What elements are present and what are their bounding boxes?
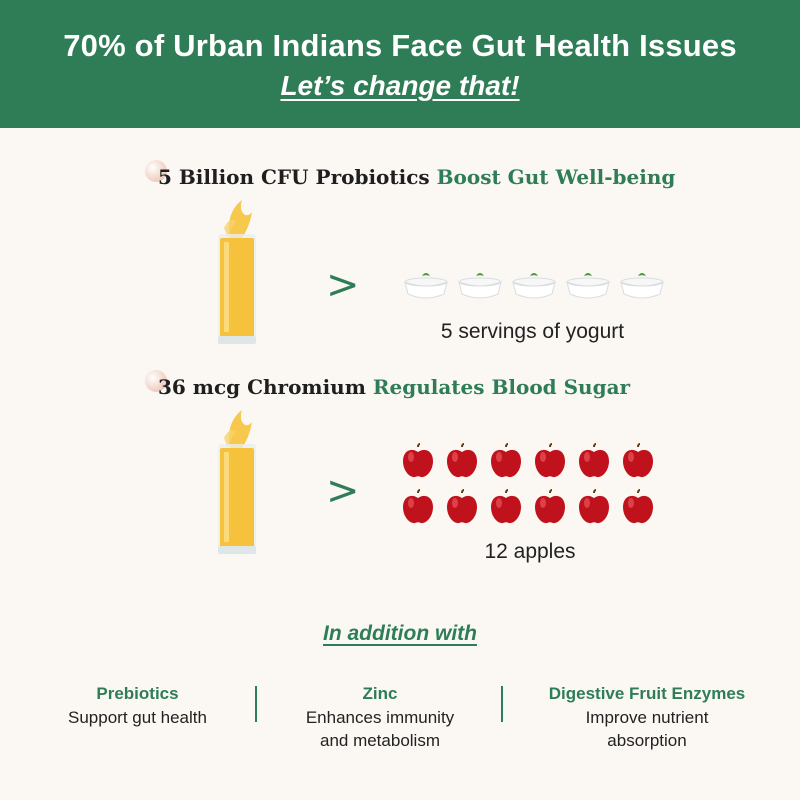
benefit-prebiotics: Prebiotics Support gut health (30, 684, 245, 729)
apple-icon (577, 443, 611, 479)
bubble-icon (145, 160, 167, 182)
apple-icon (445, 443, 479, 479)
yogurt-bowl-icon (564, 270, 612, 304)
greater-than-symbol: > (326, 468, 360, 514)
benefit-description: Support gut health (68, 708, 207, 727)
section-lead: 5 Billion CFU Probiotics (158, 165, 430, 189)
benefit-title: Digestive Fruit Enzymes (548, 684, 746, 703)
apple-icon (401, 489, 435, 525)
yogurt-bowl-icon (618, 270, 666, 304)
benefit-title: Prebiotics (96, 684, 179, 703)
benefit-description: Improve nutrient absorption (585, 708, 709, 750)
apple-icon (577, 489, 611, 525)
yogurt-bowl-icon (510, 270, 558, 304)
section-caption: 12 apples (484, 540, 576, 563)
section-caption: 5 servings of yogurt (440, 320, 625, 343)
column-divider (255, 686, 257, 722)
section-highlight: Regulates Blood Sugar (372, 375, 631, 399)
bubble-icon (145, 370, 167, 392)
section-lead: 36 mcg Chromium (158, 375, 366, 399)
header-banner: 70% of Urban Indians Face Gut Health Iss… (0, 0, 800, 128)
apple-icon (489, 443, 523, 479)
apple-icon (621, 443, 655, 479)
benefit-digestive-enzymes: Digestive Fruit Enzymes Improve nutrient… (512, 684, 782, 752)
greater-than-symbol: > (326, 262, 360, 308)
apple-icon (445, 489, 479, 525)
apple-icon (621, 489, 655, 525)
header-subtitle: Let’s change that! (280, 70, 520, 101)
column-divider (501, 686, 503, 722)
section-highlight: Boost Gut Well-being (436, 165, 676, 189)
header-title: 70% of Urban Indians Face Gut Health Iss… (63, 28, 737, 63)
section-chromium-heading: 36 mcg Chromium Regulates Blood Sugar (145, 370, 705, 402)
yogurt-bowl-icon (456, 270, 504, 304)
apple-icon (533, 489, 567, 525)
juice-glass-icon (218, 410, 256, 554)
juice-glass-icon (218, 200, 256, 344)
section-probiotics-heading: 5 Billion CFU Probiotics Boost Gut Well-… (145, 160, 705, 192)
apple-icon (533, 443, 567, 479)
apple-icon (489, 489, 523, 525)
addition-heading: In addition with (323, 622, 477, 645)
benefit-title: Zinc (362, 684, 398, 703)
apple-icon (401, 443, 435, 479)
yogurt-bowl-icon (402, 270, 450, 304)
benefit-zinc: Zinc Enhances immunity and metabolism (265, 684, 495, 752)
benefit-description: Enhances immunity and metabolism (305, 708, 455, 750)
